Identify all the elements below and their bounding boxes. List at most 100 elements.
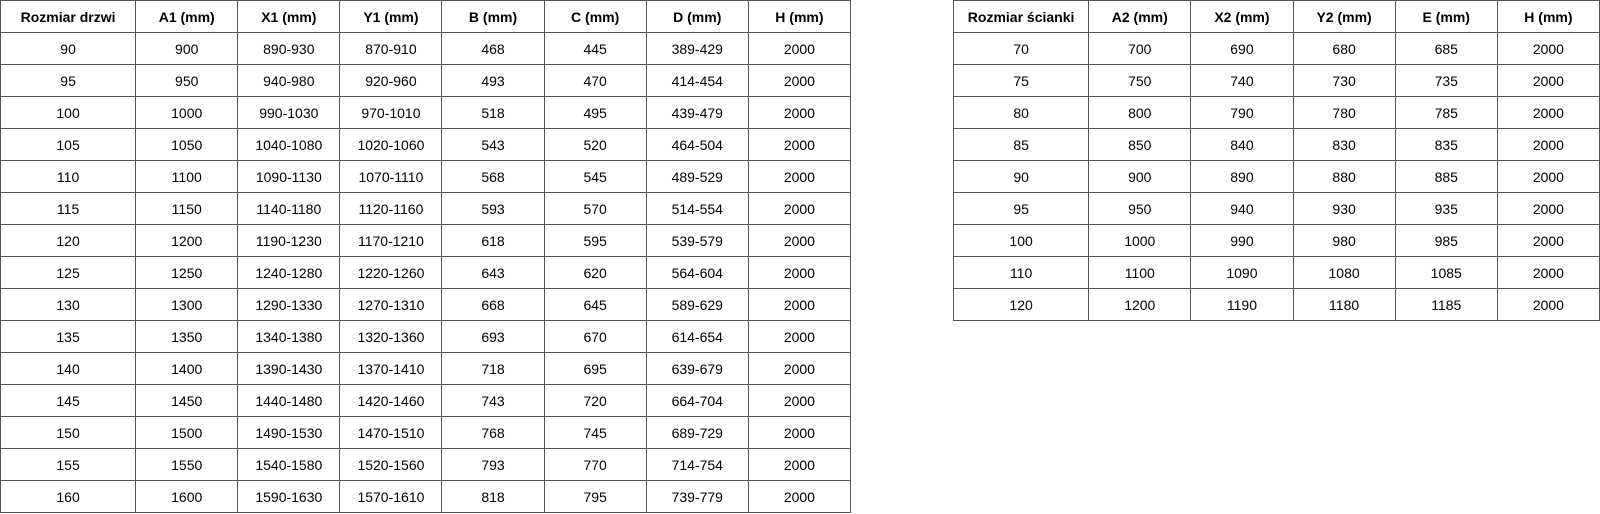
table-cell: 1250 bbox=[135, 256, 239, 289]
table-row: 155 1550 1540-1580 1520-1560 793 770 714-754 20… bbox=[0, 448, 852, 481]
table-cell: 1200 bbox=[135, 224, 239, 257]
table-cell: 714-754 bbox=[645, 448, 749, 481]
table-cell: 970-1010 bbox=[339, 96, 443, 129]
table-cell: 950 bbox=[1088, 192, 1192, 225]
table-cell: 1500 bbox=[135, 416, 239, 449]
table-cell: 670 bbox=[543, 320, 647, 353]
table-cell: 618 bbox=[441, 224, 545, 257]
table-cell: 2000 bbox=[1496, 160, 1600, 193]
table-cell: 1100 bbox=[135, 160, 239, 193]
table-cell: 1340-1380 bbox=[237, 320, 341, 353]
table-cell: 2000 bbox=[747, 288, 852, 321]
table-cell: 720 bbox=[543, 384, 647, 417]
table-cell: 1600 bbox=[135, 480, 239, 513]
table-cell: 125 bbox=[0, 256, 137, 289]
table-row: 90 900 890-930 870-910 468 445 389-429 2000 bbox=[0, 32, 852, 65]
table-cell: 389-429 bbox=[645, 32, 749, 65]
table-row: 95 950 940-980 920-960 493 470 414-454 2000 bbox=[0, 64, 852, 97]
table-cell: 935 bbox=[1394, 192, 1498, 225]
table-cell: 570 bbox=[543, 192, 647, 225]
table-cell: 770 bbox=[543, 448, 647, 481]
table-cell: 830 bbox=[1292, 128, 1396, 161]
table-cell: 1520-1560 bbox=[339, 448, 443, 481]
table-cell: 743 bbox=[441, 384, 545, 417]
column-header: X2 (mm) bbox=[1190, 0, 1294, 33]
table-cell: 155 bbox=[0, 448, 137, 481]
table-cell: 2000 bbox=[747, 384, 852, 417]
column-header: X1 (mm) bbox=[237, 0, 341, 33]
table-cell: 850 bbox=[1088, 128, 1192, 161]
table-cell: 985 bbox=[1394, 224, 1498, 257]
table-row: 70 700 690 680 685 2000 bbox=[952, 32, 1600, 65]
table-cell: 1470-1510 bbox=[339, 416, 443, 449]
table-cell: 90 bbox=[0, 32, 137, 65]
table-cell: 950 bbox=[135, 64, 239, 97]
table-cell: 1120-1160 bbox=[339, 192, 443, 225]
table-cell: 2000 bbox=[747, 480, 852, 513]
table-cell: 100 bbox=[0, 96, 137, 129]
table-cell: 2000 bbox=[747, 256, 852, 289]
table-cell: 940 bbox=[1190, 192, 1294, 225]
table-cell: 2000 bbox=[1496, 64, 1600, 97]
column-header: Y1 (mm) bbox=[339, 0, 443, 33]
table-cell: 1420-1460 bbox=[339, 384, 443, 417]
table-row: 90 900 890 880 885 2000 bbox=[952, 160, 1600, 193]
table-cell: 818 bbox=[441, 480, 545, 513]
table-cell: 495 bbox=[543, 96, 647, 129]
table-cell: 595 bbox=[543, 224, 647, 257]
table-cell: 930 bbox=[1292, 192, 1396, 225]
table-cell: 730 bbox=[1292, 64, 1396, 97]
table-cell: 464-504 bbox=[645, 128, 749, 161]
table-cell: 1590-1630 bbox=[237, 480, 341, 513]
table-cell: 593 bbox=[441, 192, 545, 225]
table-cell: 745 bbox=[543, 416, 647, 449]
table-cell: 1240-1280 bbox=[237, 256, 341, 289]
column-header: Rozmiar ścianki bbox=[952, 0, 1090, 33]
table-cell: 693 bbox=[441, 320, 545, 353]
table-cell: 135 bbox=[0, 320, 137, 353]
table-cell: 85 bbox=[952, 128, 1090, 161]
table-cell: 2000 bbox=[747, 448, 852, 481]
column-header: Y2 (mm) bbox=[1292, 0, 1396, 33]
table-cell: 1090-1130 bbox=[237, 160, 341, 193]
table-cell: 2000 bbox=[1496, 192, 1600, 225]
table-cell: 718 bbox=[441, 352, 545, 385]
table-cell: 70 bbox=[952, 32, 1090, 65]
table-cell: 980 bbox=[1292, 224, 1396, 257]
column-header: D (mm) bbox=[645, 0, 749, 33]
table-cell: 1220-1260 bbox=[339, 256, 443, 289]
table-cell: 1540-1580 bbox=[237, 448, 341, 481]
table-row: 135 1350 1340-1380 1320-1360 693 670 614-654 20… bbox=[0, 320, 852, 353]
table-cell: 1100 bbox=[1088, 256, 1192, 289]
header-row: Rozmiar ścianki A2 (mm) X2 (mm) Y2 (mm) E (m… bbox=[952, 0, 1600, 33]
table-cell: 2000 bbox=[747, 32, 852, 65]
table-cell: 740 bbox=[1190, 64, 1294, 97]
table-cell: 1080 bbox=[1292, 256, 1396, 289]
table-cell: 639-679 bbox=[645, 352, 749, 385]
table-cell: 1270-1310 bbox=[339, 288, 443, 321]
table-cell: 1050 bbox=[135, 128, 239, 161]
column-header: A2 (mm) bbox=[1088, 0, 1192, 33]
table-cell: 1440-1480 bbox=[237, 384, 341, 417]
table-cell: 664-704 bbox=[645, 384, 749, 417]
table-row: 115 1150 1140-1180 1120-1160 593 570 514-554 20… bbox=[0, 192, 852, 225]
table-row: 120 1200 1190 1180 1185 2000 bbox=[952, 288, 1600, 321]
table-cell: 1090 bbox=[1190, 256, 1294, 289]
table-cell: 2000 bbox=[1496, 128, 1600, 161]
table-cell: 1140-1180 bbox=[237, 192, 341, 225]
table-cell: 795 bbox=[543, 480, 647, 513]
table-row: 120 1200 1190-1230 1170-1210 618 595 539-579 20… bbox=[0, 224, 852, 257]
table-cell: 2000 bbox=[747, 128, 852, 161]
table-cell: 790 bbox=[1190, 96, 1294, 129]
table-row: 130 1300 1290-1330 1270-1310 668 645 589-629 20… bbox=[0, 288, 852, 321]
table-cell: 493 bbox=[441, 64, 545, 97]
table-cell: 470 bbox=[543, 64, 647, 97]
table-row: 80 800 790 780 785 2000 bbox=[952, 96, 1600, 129]
table-cell: 1550 bbox=[135, 448, 239, 481]
column-header: B (mm) bbox=[441, 0, 545, 33]
table-cell: 539-579 bbox=[645, 224, 749, 257]
column-header: Rozmiar drzwi bbox=[0, 0, 137, 33]
table-cell: 1185 bbox=[1394, 288, 1498, 321]
table-cell: 643 bbox=[441, 256, 545, 289]
table-cell: 564-604 bbox=[645, 256, 749, 289]
